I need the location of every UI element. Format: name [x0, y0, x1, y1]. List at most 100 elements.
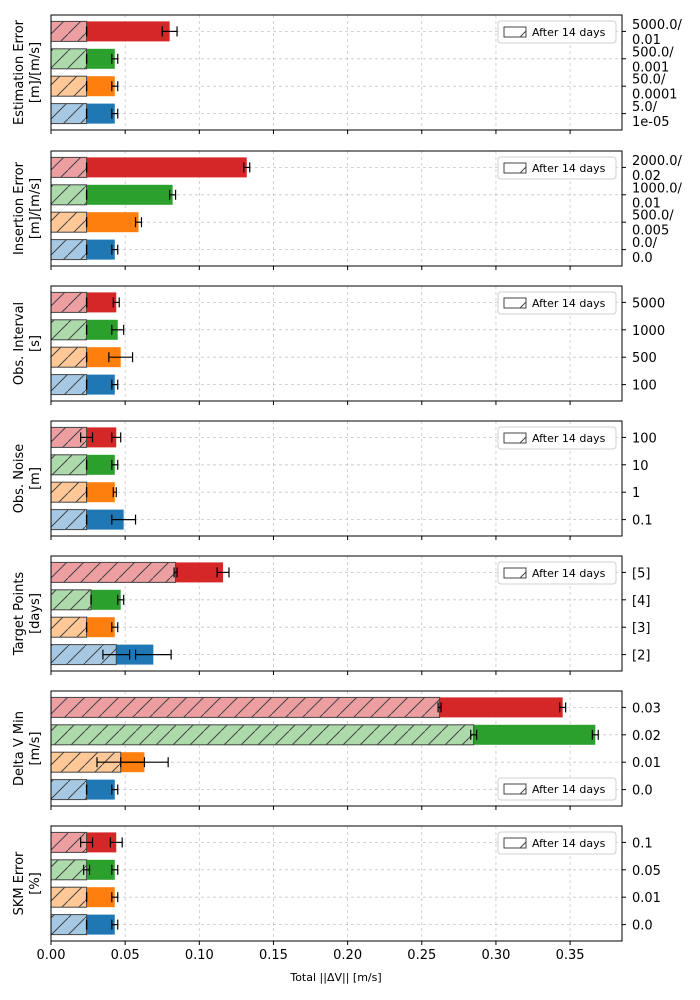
panel-2-ytick-label-0-line-1: 0.0	[632, 251, 653, 266]
panel-2-ytick-label-3-line-1: 0.02	[632, 169, 661, 184]
panel-1-legend-swatch-hatch	[519, 30, 527, 38]
panel-7-bar-after14-hatch-1	[50, 886, 88, 908]
panel-4-ytick-label-0-line-0: 0.1	[632, 514, 653, 529]
panel-4-ylabel-line-0: Obs. Noise	[12, 444, 27, 514]
panel-5-ytick-label-3-line-0: [5]	[632, 566, 650, 581]
panel-6: 0.0 0.01 0.02 0.03 Delta V Min[m/s] After 14 …	[12, 690, 661, 810]
panel-7-legend-swatch	[503, 837, 527, 849]
panel-7-legend: After 14 days	[497, 831, 617, 855]
panel-3-bar-after14-hatch-2	[50, 319, 88, 341]
panel-5-errbar-total-1	[111, 622, 119, 633]
panel-2-ytick-label-1-line-1: 0.005	[632, 224, 669, 239]
panel-3-errbar-total-2	[111, 324, 125, 335]
panel-1-errbar-total-1	[111, 81, 119, 92]
panel-7-errbar-after14-2	[83, 864, 91, 875]
panel-1: 5.0/1e-0550.0/0.0001500.0/0.0015000.0/0.…	[12, 14, 682, 134]
panel-3-ytick-label-3: 5000	[632, 296, 665, 311]
panel-7-ytick-label-2-line-0: 0.05	[632, 864, 661, 879]
panel-2-legend-swatch-hatch	[519, 166, 527, 174]
panel-7-bar-after14-hatch-2	[50, 859, 88, 881]
panel-2-ytick-label-1: 500.0/0.005	[632, 209, 674, 239]
panel-7-ylabel-line-0: SKM Error	[12, 851, 27, 915]
panel-7-errbar-total-3	[109, 837, 123, 848]
panel-6-bar-after14-hatch-0	[50, 779, 88, 801]
panel-7-legend-label: After 14 days	[532, 837, 606, 850]
panel-2-ylabel: Insertion Error[m]/[m/s]	[12, 161, 43, 255]
panel-4-errbar-total-3	[111, 432, 122, 443]
panel-2-errbar-total-3	[243, 162, 251, 173]
panel-1-ytick-label-2: 500.0/0.001	[632, 45, 674, 75]
panel-1-ytick-label-3-line-0: 5000.0/	[632, 18, 682, 33]
panel-6-errbar-after14-2	[470, 729, 478, 740]
panel-4-ylabel-line-1: [m]	[28, 467, 43, 490]
panel-5-ytick-label-2: [4]	[632, 594, 650, 609]
panel-5-errbar-total-3	[216, 567, 230, 578]
panel-1-legend-label: After 14 days	[532, 26, 606, 39]
panel-5-legend: After 14 days	[497, 561, 617, 585]
panel-1-bar-after14-hatch-3	[50, 20, 88, 42]
panel-3-ytick-label-0-line-0: 100	[632, 379, 657, 394]
panel-2-legend: After 14 days	[497, 156, 617, 180]
panel-5-ytick-label-1: [3]	[632, 621, 650, 636]
panel-2-ytick-label-3: 2000.0/0.02	[632, 154, 682, 184]
panel-6-legend: After 14 days	[497, 777, 617, 801]
panel-3-legend-box	[497, 291, 617, 315]
panel-6-ytick-label-1: 0.01	[632, 756, 661, 771]
panel-5: [2] [3] [4] [5] Target Points[days] After 14 …	[12, 555, 650, 675]
panel-7-ytick-label-1: 0.01	[632, 891, 661, 906]
panel-7: 0.0 0.01 0.05 0.1 SKM Error[%] After 14 days 0…	[12, 825, 661, 963]
panel-6-errbar-total-0	[111, 784, 119, 795]
panel-1-ytick-label-2-line-0: 500.0/	[632, 45, 674, 60]
panel-7-ytick-label-2: 0.05	[632, 864, 661, 879]
panel-2-bar-after14-hatch-1	[50, 211, 88, 233]
panel-2-ytick-label-3-line-0: 2000.0/	[632, 154, 682, 169]
panel-5-legend-swatch	[503, 567, 527, 579]
panel-5-legend-label: After 14 days	[532, 567, 606, 580]
panel-4-legend-swatch	[503, 432, 527, 444]
x-axis-label: Total ||ΔV|| [m/s]	[289, 971, 381, 984]
x-tick-label-3: 0.15	[259, 948, 288, 963]
panel-4-ylabel: Obs. Noise[m]	[12, 444, 43, 514]
panel-7-errbar-after14-3	[80, 837, 94, 848]
panel-6-errbar-after14-1	[96, 757, 146, 768]
panel-7-ytick-label-3: 0.1	[632, 836, 653, 851]
panel-1-legend: After 14 days	[497, 20, 617, 44]
panel-5-legend-swatch-hatch	[519, 571, 527, 579]
panel-2-ytick-label-2: 1000.0/0.01	[632, 181, 682, 211]
x-tick-label-0: 0.00	[37, 948, 66, 963]
panel-4-legend-label: After 14 days	[532, 432, 606, 445]
panel-1-ylabel: Estimation Error[m]/[m/s]	[12, 19, 43, 125]
x-tick-label-7: 0.35	[556, 948, 585, 963]
panel-1-frame	[50, 14, 623, 131]
panel-2-bar-after14-hatch-3	[50, 156, 88, 178]
panel-6-ylabel: Delta V Min[m/s]	[12, 711, 43, 786]
panel-2-ylabel-line-1: [m]/[m/s]	[28, 178, 43, 239]
panel-2-errbar-total-1	[134, 217, 143, 228]
panel-6-legend-label: After 14 days	[532, 783, 606, 796]
panel-1-errbar-total-3	[161, 26, 178, 37]
panel-2-ytick-label-1-line-0: 500.0/	[632, 209, 674, 224]
panel-5-bar-after14-hatch-3	[50, 561, 177, 583]
panel-6-frame	[50, 690, 623, 807]
panel-3-legend-swatch-hatch	[519, 301, 527, 309]
panel-4-frame	[50, 420, 623, 537]
panel-2-bar-total-3	[51, 157, 247, 178]
panel-3-bar-after14-hatch-0	[50, 374, 88, 396]
panel-1-ytick-label-1: 50.0/0.0001	[632, 73, 678, 103]
panel-6-ytick-label-2-line-0: 0.02	[632, 729, 661, 744]
panel-7-legend-swatch-hatch	[519, 841, 527, 849]
panel-5-errbar-total-2	[117, 594, 125, 605]
panel-3-ytick-label-1: 500	[632, 351, 657, 366]
panel-1-ytick-label-3: 5000.0/0.01	[632, 18, 682, 48]
x-tick-label-1: 0.05	[111, 948, 140, 963]
panel-3-legend-swatch	[503, 297, 527, 309]
panel-2-ytick-label-2-line-1: 0.01	[632, 196, 661, 211]
x-tick-label-2: 0.10	[185, 948, 214, 963]
panel-1-errbar-total-0	[111, 108, 119, 119]
panel-6-ytick-label-1-line-0: 0.01	[632, 756, 661, 771]
panel-7-ytick-label-1-line-0: 0.01	[632, 891, 661, 906]
panel-4-legend: After 14 days	[497, 426, 617, 450]
panel-6-bar-after14-hatch-3	[50, 696, 441, 718]
panel-4-ytick-label-1: 1	[632, 486, 640, 501]
panel-5-errbar-after14-0	[102, 649, 131, 660]
